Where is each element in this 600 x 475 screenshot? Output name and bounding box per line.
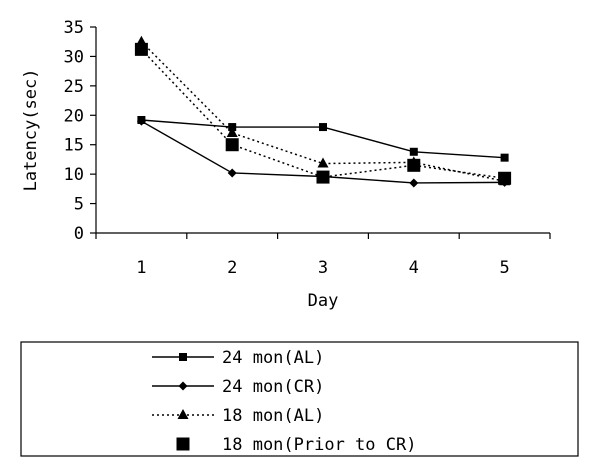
- axes: [95, 27, 550, 234]
- data-point: [225, 138, 239, 152]
- data-point: [319, 123, 327, 132]
- series-4: [134, 42, 512, 185]
- data-point: [409, 178, 419, 188]
- x-tick-label: 5: [499, 258, 509, 278]
- x-tick-label: 4: [409, 258, 419, 278]
- x-ticks: 1 2 3 4 5: [95, 233, 551, 278]
- y-tick-label: 35: [64, 18, 84, 38]
- data-point: [500, 153, 509, 162]
- y-tick-label: 5: [74, 195, 84, 215]
- legend-item: 18 mon(Prior to CR): [176, 435, 416, 455]
- y-ticks: 0 5 10 15 20 25 30 35: [64, 18, 96, 244]
- legend-label: 18 mon(AL): [222, 406, 324, 426]
- series-line: [140, 48, 505, 180]
- legend-marker: [176, 437, 190, 451]
- data-point: [134, 42, 148, 56]
- x-tick-label: 1: [136, 258, 146, 278]
- legend-marker: [178, 381, 188, 391]
- series-line: [140, 41, 505, 182]
- legend-marker: [177, 409, 189, 419]
- legend-item: 24 mon(CR): [152, 377, 324, 397]
- legend-marker: [179, 353, 187, 361]
- legend-label: 18 mon(Prior to CR): [222, 435, 416, 455]
- y-axis-label: Latency(sec): [21, 69, 41, 192]
- series-3: [135, 35, 511, 186]
- y-tick-label: 10: [64, 165, 84, 185]
- x-tick-label: 3: [318, 258, 328, 278]
- x-axis-label: Day: [308, 291, 339, 311]
- data-point: [316, 170, 330, 184]
- legend-item: 18 mon(AL): [152, 406, 324, 426]
- series-1: [137, 115, 509, 162]
- data-point: [317, 157, 329, 168]
- y-tick-label: 30: [64, 47, 84, 67]
- series-group: [134, 35, 512, 188]
- y-tick-label: 20: [64, 106, 84, 126]
- data-point: [498, 171, 512, 185]
- y-tick-label: 0: [74, 224, 84, 244]
- y-tick-label: 25: [64, 77, 84, 97]
- x-tick-label: 2: [227, 258, 237, 278]
- data-point: [136, 116, 146, 126]
- legend: 24 mon(AL) 24 mon(CR) 18 mon(AL) 18 mon(Pri…: [20, 341, 579, 457]
- legend-box: [20, 341, 579, 457]
- data-point: [226, 126, 238, 137]
- data-point: [409, 147, 418, 156]
- legend-label: 24 mon(AL): [222, 348, 324, 368]
- legend-item: 24 mon(AL): [152, 348, 324, 368]
- y-tick-label: 15: [64, 136, 84, 156]
- legend-label: 24 mon(CR): [222, 377, 324, 397]
- data-point: [407, 158, 421, 172]
- data-point: [227, 168, 237, 178]
